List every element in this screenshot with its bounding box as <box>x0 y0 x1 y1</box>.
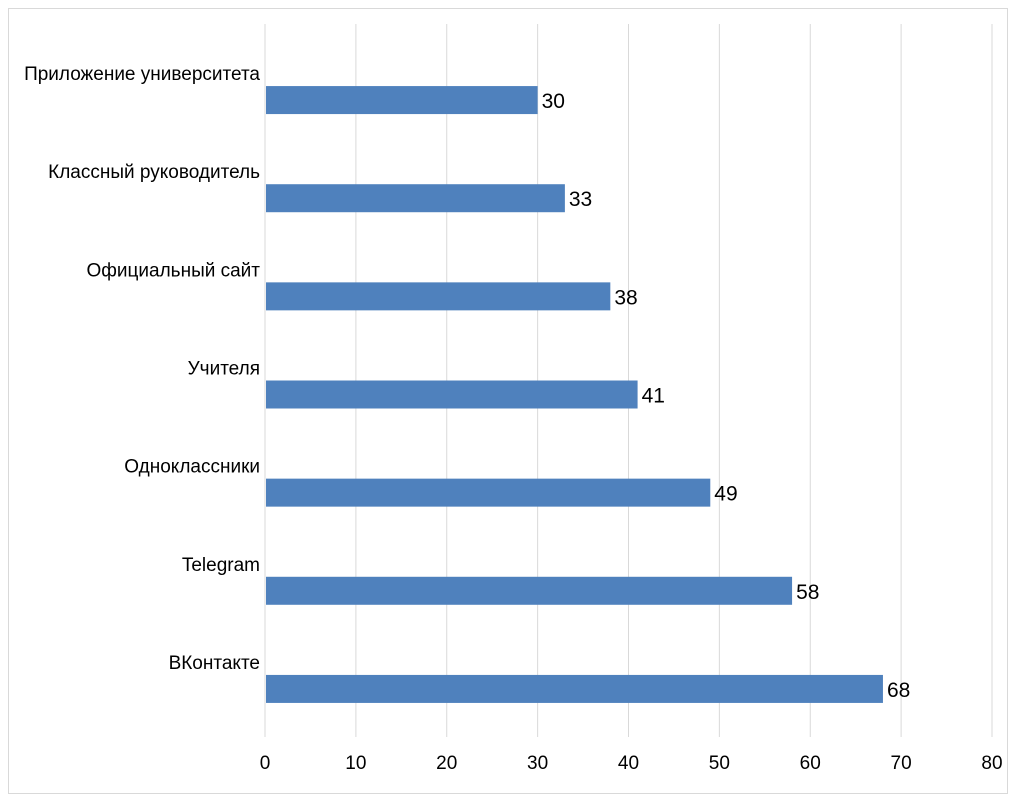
bar <box>266 86 538 115</box>
category-label: Классный руководитель <box>48 162 260 183</box>
bar <box>266 184 565 213</box>
category-label: Приложение университета <box>24 64 260 85</box>
bar <box>266 576 793 605</box>
x-tick-label: 40 <box>618 753 639 774</box>
data-label: 49 <box>714 483 737 506</box>
gridlines <box>355 24 993 731</box>
data-label: 41 <box>642 385 665 408</box>
category-label: Учителя <box>188 359 260 380</box>
category-label: Официальный сайт <box>87 260 261 281</box>
x-tick-labels: 0 10 20 30 40 50 60 70 80 <box>260 753 1003 774</box>
x-tick-label: 70 <box>891 753 912 774</box>
data-label: 58 <box>796 581 819 604</box>
category-label: Telegram <box>182 555 260 576</box>
x-tick-label: 20 <box>436 753 457 774</box>
bars <box>266 86 883 703</box>
data-label: 38 <box>614 286 637 309</box>
category-label: Одноклассники <box>124 457 260 478</box>
bar <box>266 282 611 311</box>
data-label: 33 <box>569 188 592 211</box>
y-axis <box>264 24 993 737</box>
category-label: ВКонтакте <box>169 653 260 674</box>
x-tick-label: 0 <box>260 753 271 774</box>
x-tick-label: 60 <box>800 753 821 774</box>
x-tick-label: 80 <box>981 753 1002 774</box>
bar <box>266 478 711 507</box>
data-labels: 30 33 38 41 49 58 68 <box>542 90 911 702</box>
bar <box>266 674 883 703</box>
x-tick-label: 10 <box>345 753 366 774</box>
x-tick-label: 50 <box>709 753 730 774</box>
bar <box>266 380 638 409</box>
data-label: 30 <box>542 90 565 113</box>
x-tick-label: 30 <box>527 753 548 774</box>
category-labels: Приложение университета Классный руководи… <box>24 64 260 674</box>
data-label: 68 <box>887 679 910 702</box>
